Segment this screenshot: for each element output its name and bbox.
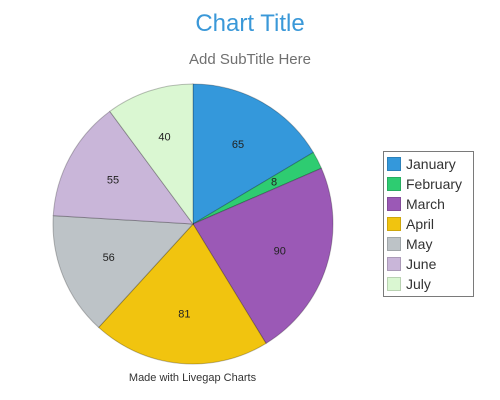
- legend-swatch: [387, 177, 401, 191]
- legend-swatch: [387, 197, 401, 211]
- legend-item-july[interactable]: July: [387, 274, 473, 294]
- pie-value-labels: 65 8 90 81 56 55 40: [103, 131, 286, 320]
- chart-title: Chart Title: [195, 10, 305, 37]
- legend-label: June: [406, 256, 437, 272]
- chart-subtitle: Add SubTitle Here: [188, 51, 311, 68]
- legend-swatch: [387, 237, 401, 251]
- legend-swatch: [387, 157, 401, 171]
- slice-value-label-february: 8: [271, 176, 277, 188]
- legend-label: July: [406, 276, 431, 292]
- legend-label: March: [406, 196, 445, 212]
- legend-label: May: [406, 236, 433, 252]
- legend-item-june[interactable]: June: [387, 254, 473, 274]
- footer-credit: Made with Livegap Charts: [128, 372, 257, 384]
- legend-swatch: [387, 277, 401, 291]
- chart-legend: January February March April May June July: [383, 151, 474, 297]
- legend-swatch: [387, 257, 401, 271]
- legend-label: February: [406, 176, 463, 192]
- legend-label: January: [406, 156, 456, 172]
- pie-slice-february[interactable]: [192, 151, 323, 225]
- pie-slice-may[interactable]: [52, 215, 195, 329]
- slice-value-label-june: 55: [107, 175, 119, 187]
- slice-value-label-april: 81: [178, 308, 190, 320]
- legend-item-april[interactable]: April: [387, 214, 473, 234]
- pie-slice-january[interactable]: [192, 83, 314, 225]
- legend-item-january[interactable]: January: [387, 154, 473, 174]
- slice-value-label-january: 65: [232, 139, 244, 151]
- legend-item-february[interactable]: February: [387, 174, 473, 194]
- legend-swatch: [387, 217, 401, 231]
- slice-value-label-may: 56: [103, 252, 115, 264]
- pie-slice-april[interactable]: [97, 223, 267, 365]
- pie-slice-june[interactable]: [52, 110, 195, 225]
- pie-slice-july[interactable]: [109, 83, 194, 226]
- pie-slices: [52, 83, 334, 365]
- legend-item-may[interactable]: May: [387, 234, 473, 254]
- slice-value-label-july: 40: [158, 131, 170, 143]
- legend-item-march[interactable]: March: [387, 194, 473, 214]
- pie-slice-march[interactable]: [192, 167, 334, 345]
- slice-value-label-march: 90: [274, 245, 286, 257]
- legend-label: April: [406, 216, 435, 232]
